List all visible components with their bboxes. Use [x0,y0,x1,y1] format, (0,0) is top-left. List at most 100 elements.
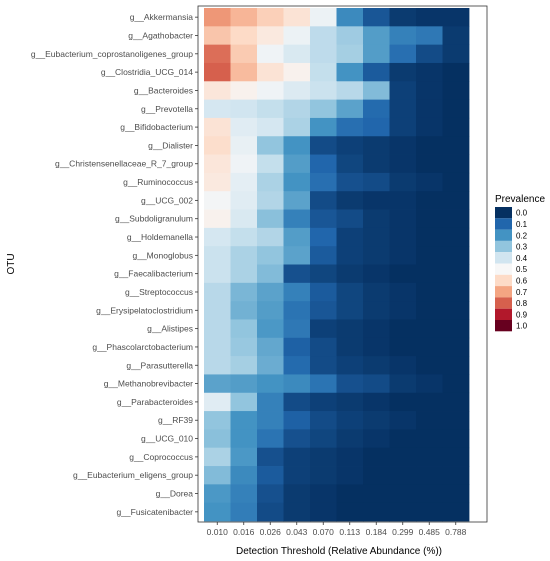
heatmap-cell [283,466,311,485]
heatmap-cell [310,191,337,210]
heatmap-cell [283,356,311,375]
heatmap-cell [310,117,337,137]
heatmap-cell [363,319,390,339]
heatmap-cell [389,246,417,265]
heatmap-cell [230,374,258,394]
heatmap-cell [204,447,231,467]
heatmap-cell [416,466,443,485]
heatmap-cell [416,301,443,320]
y-tick-label: g__Prevotella [141,104,193,114]
heatmap-cell [336,447,364,467]
y-tick-label: g__Bacteroides [134,85,193,95]
heatmap-cell [363,246,390,265]
heatmap-cell [230,8,258,27]
heatmap-cell [442,447,470,467]
y-tick-label: g__Monoglobus [133,250,194,260]
x-tick-label: 0.184 [366,527,388,537]
heatmap-cell [230,356,258,375]
heatmap-cell [336,429,364,449]
y-tick-label: g__Subdoligranulum [115,214,193,224]
x-tick-labels: 0.010 0.016 0.026 0.043 0.070 0.113 0.184 0.299… [207,522,467,537]
heatmap-cell [257,99,284,119]
heatmap-cell [336,172,364,192]
heatmap-cell [336,374,364,394]
heatmap-cell [283,447,311,467]
y-tick-label: g__Methanobrevibacter [104,379,193,389]
heatmap-cell [336,246,364,265]
heatmap-cell [336,8,364,27]
heatmap-cell [257,282,284,302]
heatmap-cell [204,337,231,357]
heatmap-cell [204,301,231,320]
heatmap-cell [442,117,470,137]
heatmap-cell [310,374,337,394]
heatmap-cell [389,429,417,449]
heatmap-cell [204,264,231,284]
y-tick-label: g__Fusicatenibacter [116,507,193,517]
heatmap-cell [416,62,443,82]
heatmap-cell [336,264,364,284]
y-tick-label: g__RF39 [158,415,193,425]
heatmap-cell [442,8,470,27]
heatmap-cell [310,8,337,27]
heatmap-cell [230,429,258,449]
heatmap-cell [283,62,311,82]
heatmap-cell [230,264,258,284]
legend-label: 0.9 [516,310,528,319]
heatmap-cell [336,81,364,101]
heatmap-cell [336,392,364,412]
heatmap-cell [363,484,390,504]
x-tick-label: 0.299 [392,527,414,537]
heatmap-cell [204,502,231,522]
heatmap-cell [310,136,337,155]
y-tick-label: g__Holdemanella [127,232,193,242]
heatmap-cell [204,392,231,412]
heatmap-cell [283,484,311,504]
heatmap-cell [257,319,284,339]
heatmap-cell [389,26,417,46]
heatmap-cell [363,26,390,46]
y-tick-label: g__Christensenellaceae_R_7_group [55,159,193,169]
heatmap-cell [230,411,258,430]
legend-label: 0.0 [516,209,528,218]
heatmap-cell [363,374,390,394]
x-tick-label: 0.043 [286,527,308,537]
heatmap-cell [310,337,337,357]
legend-swatch [495,240,512,253]
legend-label: 0.6 [516,276,528,285]
heatmap-cell [230,191,258,210]
heatmap-cell [363,117,390,137]
heatmap-cell [336,337,364,357]
heatmap-cell [336,466,364,485]
heatmap-cell [336,154,364,174]
heatmap-cell [283,209,311,229]
heatmap-cell [389,154,417,174]
heatmap-cell [442,264,470,284]
y-tick-label: g__Bifidobacterium [120,122,193,132]
heatmap-cell [283,8,311,27]
heatmap-cell [283,392,311,412]
heatmap-cell [230,337,258,357]
heatmap-cell [336,319,364,339]
heatmap-cell [389,172,417,192]
heatmap-cell [230,282,258,302]
heatmap-cell [204,81,231,101]
heatmap-cell [310,301,337,320]
x-tick-label: 0.010 [207,527,229,537]
x-tick-label: 0.788 [445,527,467,537]
heatmap-cell [310,172,337,192]
heatmap-cell [363,411,390,430]
heatmap-cell [336,191,364,210]
heatmap-cell [336,117,364,137]
heatmap-cell [230,154,258,174]
heatmap-cell [336,136,364,155]
heatmap-cell [389,8,417,27]
heatmap-cell [230,447,258,467]
heatmap-cell [230,466,258,485]
heatmap-cell [442,62,470,82]
heatmap-cell [283,429,311,449]
heatmap-cell [336,209,364,229]
legend-label: 0.8 [516,299,528,308]
heatmap-cell [363,301,390,320]
y-tick-label: g__Faecalibacterium [114,269,193,279]
